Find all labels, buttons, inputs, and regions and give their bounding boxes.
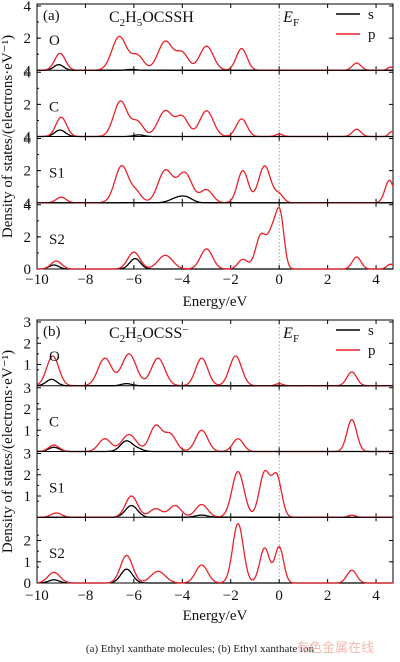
x-tick-label: −6 xyxy=(126,272,142,288)
series-s2-p xyxy=(36,522,393,584)
x-tick-label: −2 xyxy=(223,272,239,288)
x-tick-label: −10 xyxy=(25,272,48,288)
x-tick-label: 0 xyxy=(275,272,283,288)
series-c-s xyxy=(37,129,393,138)
series-c-p xyxy=(37,100,394,138)
x-tick-label: −10 xyxy=(25,588,48,604)
subplot-s1: 4 2 4 S1 xyxy=(24,132,394,212)
subplot-c: 1 2 3 C xyxy=(24,381,393,453)
y-tick-label: 4 xyxy=(24,196,32,212)
subplot-label: S2 xyxy=(49,546,65,562)
subplot-label: C xyxy=(49,415,59,431)
legend: sp xyxy=(336,323,376,359)
y-tick-label: 2 xyxy=(24,164,32,180)
series-s1-p xyxy=(37,469,393,518)
x-tick-label: −8 xyxy=(77,272,93,288)
chart-panel-b: 1 2 3 O 1 2 3 C 1 2 3 S1 0 1 2 S2 −10 −8 −6 −4 −2 0 2 4 Energy/e… xyxy=(24,315,394,624)
series-s1-p xyxy=(37,164,394,204)
x-tick-label: 2 xyxy=(324,272,332,288)
x-tick-label: 4 xyxy=(372,272,380,288)
x-axis-title: Energy/eV xyxy=(183,294,248,310)
subplot-label: S2 xyxy=(49,232,65,248)
y-tick-label: 3 xyxy=(24,381,32,397)
subplot-c: 4 2 4 C xyxy=(24,65,394,146)
x-axis-title: Energy/eV xyxy=(183,608,248,624)
legend-label-p: p xyxy=(368,27,376,43)
y-tick-label: 0 xyxy=(24,262,32,278)
y-tick-label: 4 xyxy=(24,63,32,79)
subplot-s1: 1 2 3 S1 xyxy=(24,447,393,518)
y-tick-label: 4 xyxy=(24,132,32,148)
y-tick-label: 2 xyxy=(24,31,32,47)
y-tick-label: 2 xyxy=(24,230,32,246)
compound-formula: C2H5OCSSH xyxy=(109,9,194,29)
legend: sp xyxy=(336,7,376,43)
series-c-p xyxy=(36,419,393,453)
y-tick-label: 2 xyxy=(24,534,32,550)
subplot-o: 4 2 4 O xyxy=(24,0,394,79)
compound-formula: C2H5OCSS− xyxy=(109,324,188,345)
y-tick-label: 4 xyxy=(24,130,32,146)
x-tick-label: 0 xyxy=(275,588,283,604)
legend-label-s: s xyxy=(368,7,374,23)
x-tick-label: 2 xyxy=(324,588,332,604)
fermi-label: EF xyxy=(282,325,299,345)
y-tick-label: 4 xyxy=(24,198,32,214)
legend-label-p: p xyxy=(368,343,376,359)
figure-caption: (a) Ethyl xanthate molecules; (b) Ethyl … xyxy=(86,643,315,655)
y-tick-label: 2 xyxy=(24,336,32,352)
subplot-s2: 0 2 4 S2 xyxy=(24,198,394,278)
y-tick-label: 3 xyxy=(24,447,32,463)
x-tick-label: −4 xyxy=(174,588,190,604)
y-tick-label: 0 xyxy=(24,576,32,592)
y-tick-label: 1 xyxy=(24,358,32,374)
y-tick-label: 1 xyxy=(24,423,32,439)
y-tick-label: 2 xyxy=(24,468,32,484)
x-tick-label: −6 xyxy=(126,588,142,604)
panel-label: (b) xyxy=(43,324,61,340)
subplot-label: S1 xyxy=(49,480,65,496)
y-tick-label: 2 xyxy=(24,97,32,113)
subplot-label: O xyxy=(49,33,60,49)
y-tick-label: 3 xyxy=(24,315,32,331)
subplot-label: C xyxy=(49,99,59,115)
series-o-p xyxy=(36,353,393,387)
y-tick-label: 4 xyxy=(24,0,32,15)
y-tick-label: 1 xyxy=(24,489,32,505)
y-tick-label: 4 xyxy=(24,65,32,81)
x-tick-label: −4 xyxy=(174,272,190,288)
series-o-p xyxy=(37,35,394,71)
fermi-label: EF xyxy=(282,9,299,29)
x-tick-label: −2 xyxy=(223,588,239,604)
series-o-s xyxy=(37,63,393,71)
subplot-s2: 0 1 2 S2 xyxy=(24,516,393,592)
y-axis-title: Density of states/(electrons·eV⁻¹) xyxy=(0,35,16,238)
x-tick-label: −8 xyxy=(77,588,93,604)
x-tick-label: 4 xyxy=(372,588,380,604)
subplot-label: S1 xyxy=(49,166,65,182)
panel-label: (a) xyxy=(43,8,60,24)
series-s2-p xyxy=(37,206,394,270)
y-axis-title: Density of states/(electrons·eV⁻¹) xyxy=(0,350,16,553)
subplot-label: O xyxy=(49,349,60,365)
y-tick-label: 2 xyxy=(24,402,32,418)
watermark-text: 有色金属在线 xyxy=(296,640,374,656)
y-tick-label: 1 xyxy=(24,555,32,571)
legend-label-s: s xyxy=(368,323,374,339)
